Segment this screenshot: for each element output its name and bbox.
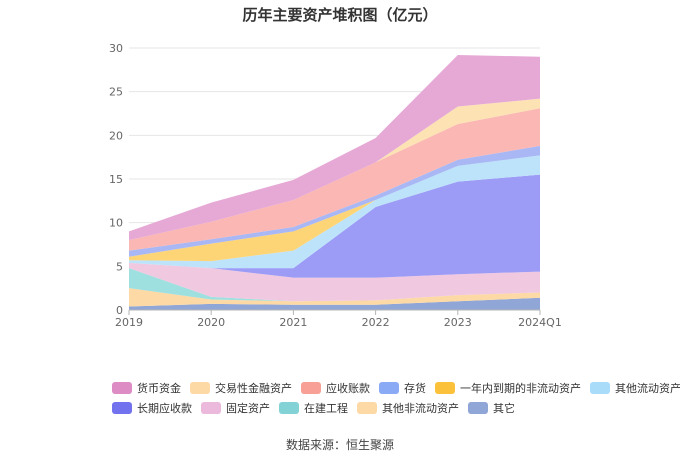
y-tick-label: 15 [109, 173, 123, 186]
stacked-area-chart: 0 5 10 15 20 25 30 2019 2020 2021 2022 2023 2024Q1 [109, 42, 562, 329]
x-tick-label: 2022 [362, 316, 390, 329]
legend-swatch [112, 402, 132, 414]
legend-swatch [201, 402, 221, 414]
legend-swatch [279, 402, 299, 414]
legend-label: 在建工程 [304, 402, 348, 415]
area-其它 [129, 297, 540, 310]
legend-item[interactable]: 一年内到期的非流动资产 [435, 380, 581, 396]
legend-label: 货币资金 [137, 382, 181, 395]
chart-legend: 货币资金 交易性金融资产 应收账款 存货 一年内到期的非流动资产 其他流动资产长期应收款 固… [112, 378, 680, 418]
area-交易性金融资产 [129, 98, 540, 241]
legend-item[interactable]: 应收账款 [301, 380, 370, 396]
area-应收账款 [129, 108, 540, 251]
legend-label: 其它 [493, 402, 515, 415]
legend-item[interactable]: 其它 [468, 400, 515, 416]
legend-label: 固定资产 [226, 402, 270, 415]
area-其他非流动资产 [129, 288, 540, 307]
legend-swatch [590, 382, 610, 394]
y-tick-label: 10 [109, 217, 123, 230]
legend-item[interactable]: 固定资产 [201, 400, 270, 416]
legend-swatch [468, 402, 488, 414]
data-source-note: 数据来源：恒生聚源 [285, 438, 394, 452]
area-一年内到期的非流动资产 [129, 155, 540, 262]
legend-swatch [112, 382, 132, 394]
y-tick-label: 0 [116, 304, 123, 317]
y-tick-label: 30 [109, 42, 123, 55]
legend-item[interactable]: 货币资金 [112, 380, 181, 396]
y-tick-label: 5 [116, 260, 123, 273]
x-tick-label: 2024Q1 [518, 316, 562, 329]
legend-item[interactable]: 长期应收款 [112, 400, 192, 416]
area-固定资产 [129, 262, 540, 302]
area-存货 [129, 145, 540, 257]
legend-swatch [379, 382, 399, 394]
x-tick-label: 2019 [115, 316, 143, 329]
legend-swatch [301, 382, 321, 394]
legend-label: 交易性金融资产 [215, 382, 292, 395]
legend-label: 其他非流动资产 [382, 402, 459, 415]
legend-label: 存货 [404, 382, 426, 395]
legend-label: 一年内到期的非流动资产 [460, 382, 581, 395]
x-tick-label: 2021 [279, 316, 307, 329]
legend-swatch [357, 402, 377, 414]
area-货币资金 [129, 54, 540, 241]
legend-label: 应收账款 [326, 382, 370, 395]
x-tick-label: 2020 [197, 316, 225, 329]
legend-swatch [190, 382, 210, 394]
legend-item[interactable]: 交易性金融资产 [190, 380, 292, 396]
legend-item[interactable]: 其他非流动资产 [357, 400, 459, 416]
y-tick-label: 25 [109, 86, 123, 99]
legend-label: 其他流动资产 [615, 382, 680, 395]
legend-row: 货币资金 交易性金融资产 应收账款 存货 一年内到期的非流动资产 其他流动资产 [112, 378, 680, 398]
y-tick-label: 20 [109, 129, 123, 142]
chart-title: 历年主要资产堆积图（亿元） [242, 6, 438, 24]
legend-item[interactable]: 其他流动资产 [590, 380, 680, 396]
legend-swatch [435, 382, 455, 394]
legend-item[interactable]: 存货 [379, 380, 426, 396]
area-长期应收款 [129, 174, 540, 278]
legend-item[interactable]: 在建工程 [279, 400, 348, 416]
x-tick-label: 2023 [444, 316, 472, 329]
legend-label: 长期应收款 [137, 402, 192, 415]
legend-row: 长期应收款 固定资产 在建工程 其他非流动资产 其它 [112, 398, 632, 418]
area-其他流动资产 [129, 155, 540, 269]
